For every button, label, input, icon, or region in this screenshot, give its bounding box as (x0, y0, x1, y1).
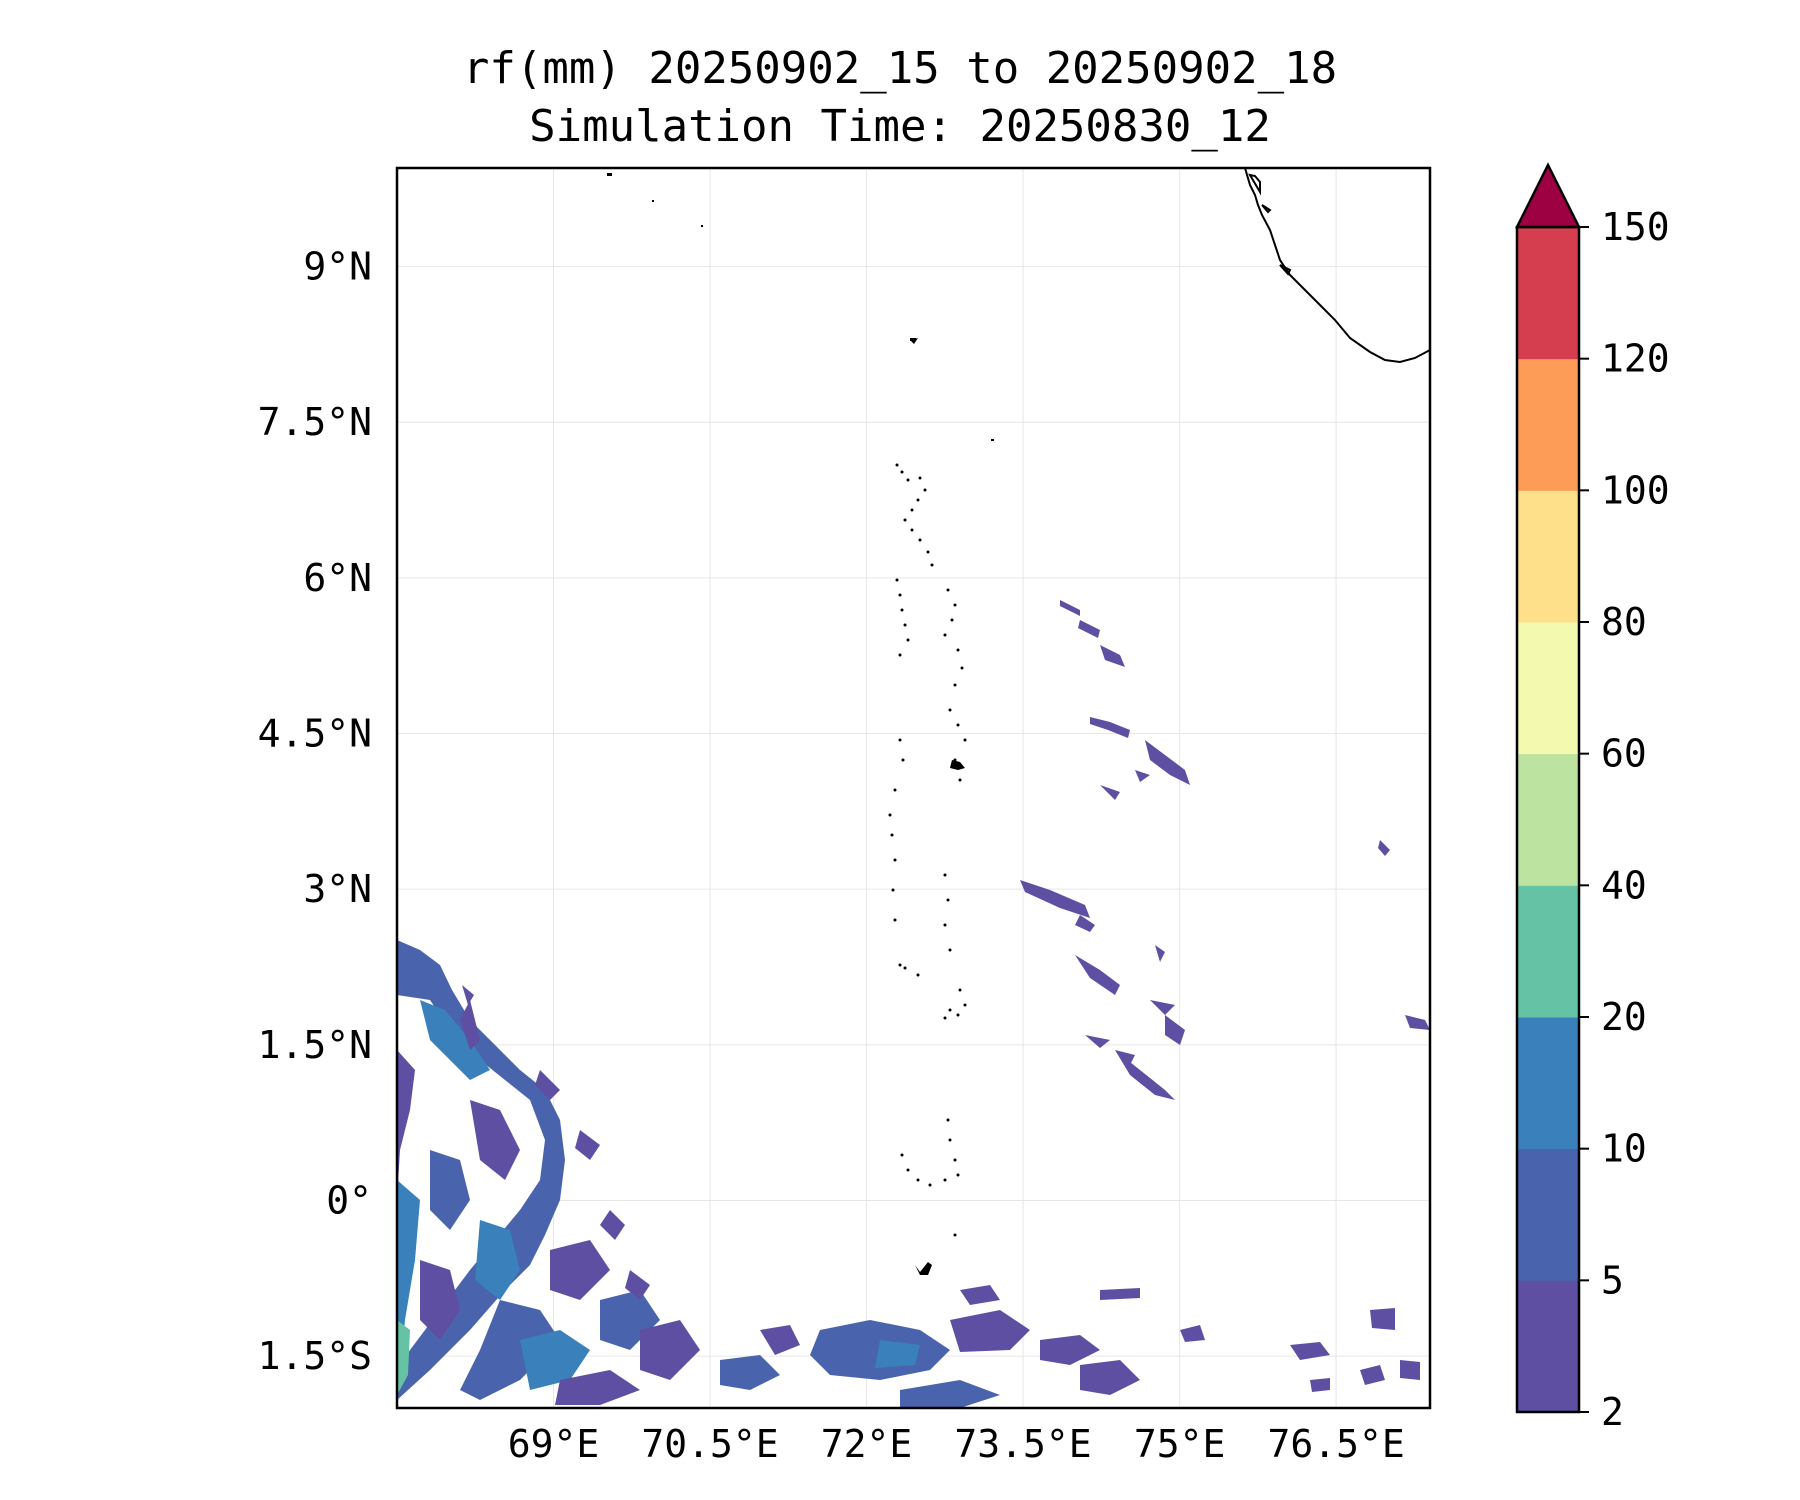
lat-tick-label: 9°N (303, 245, 372, 289)
latitude-tick-labels: 9°N 7.5°N 6°N 4.5°N 3°N 1.5°N 0° 1.5°S (258, 245, 372, 1379)
lat-tick-label: 0° (326, 1178, 372, 1222)
lat-tick-label: 1.5°S (258, 1334, 372, 1378)
colorbar-border (1515, 225, 1581, 1414)
colorbar-segment (1517, 358, 1579, 491)
colorbar-segment (1517, 1017, 1579, 1150)
rain-band-south (720, 1285, 1420, 1408)
colorbar-tick-label: 20 (1601, 995, 1647, 1039)
colorbar-tick-label: 5 (1601, 1258, 1624, 1302)
colorbar-segment (1517, 885, 1579, 1018)
colorbar-tick-label: 10 (1601, 1127, 1647, 1171)
lon-tick-label: 72°E (821, 1422, 913, 1466)
lon-tick-label: 75°E (1134, 1422, 1226, 1466)
map-border (395, 166, 1432, 1410)
colorbar-segment (1517, 1280, 1579, 1413)
island-dots (607, 173, 994, 1275)
longitude-tick-labels: 69°E 70.5°E 72°E 73.5°E 75°E 76.5°E (508, 1422, 1405, 1466)
rain-band-east (1020, 600, 1430, 1100)
colorbar-tick-label: 150 (1601, 205, 1670, 249)
lon-tick-label: 69°E (508, 1422, 600, 1466)
map-panel (397, 168, 1430, 1408)
lat-tick-label: 3°N (303, 867, 372, 911)
colorbar-segment (1517, 753, 1579, 886)
colorbar-segment (1517, 490, 1579, 623)
title-line-1: rf(mm) 20250902_15 to 20250902_18 (462, 43, 1338, 94)
title-line-2: Simulation Time: 20250830_12 (529, 101, 1271, 152)
colorbar-segment (1517, 1148, 1579, 1281)
lat-tick-label: 1.5°N (258, 1023, 372, 1067)
coastline (1244, 168, 1430, 364)
colorbar-tick-label: 2 (1601, 1390, 1624, 1434)
colorbar-tick-label: 60 (1601, 732, 1647, 776)
rain-band-southwest (397, 940, 700, 1405)
colorbar-tick-label: 120 (1601, 337, 1670, 381)
colorbar: 2 5 10 20 40 60 80 100 120 150 (1514, 162, 1670, 1434)
lat-tick-label: 6°N (303, 556, 372, 600)
map-title: rf(mm) 20250902_15 to 20250902_18 Simula… (0, 40, 1800, 156)
lon-tick-label: 70.5°E (641, 1422, 778, 1466)
colorbar-segment (1517, 622, 1579, 755)
colorbar-tick-label: 100 (1601, 468, 1670, 512)
colorbar-tick-label: 80 (1601, 600, 1647, 644)
colorbar-segment (1517, 227, 1579, 360)
lat-tick-label: 7.5°N (258, 400, 372, 444)
lat-tick-label: 4.5°N (258, 712, 372, 756)
rainfall-fields (397, 600, 1430, 1408)
lon-tick-label: 76.5°E (1267, 1422, 1404, 1466)
colorbar-tick-label: 40 (1601, 863, 1647, 907)
lon-tick-label: 73.5°E (954, 1422, 1091, 1466)
colorbar-extend-arrow (1514, 162, 1582, 229)
